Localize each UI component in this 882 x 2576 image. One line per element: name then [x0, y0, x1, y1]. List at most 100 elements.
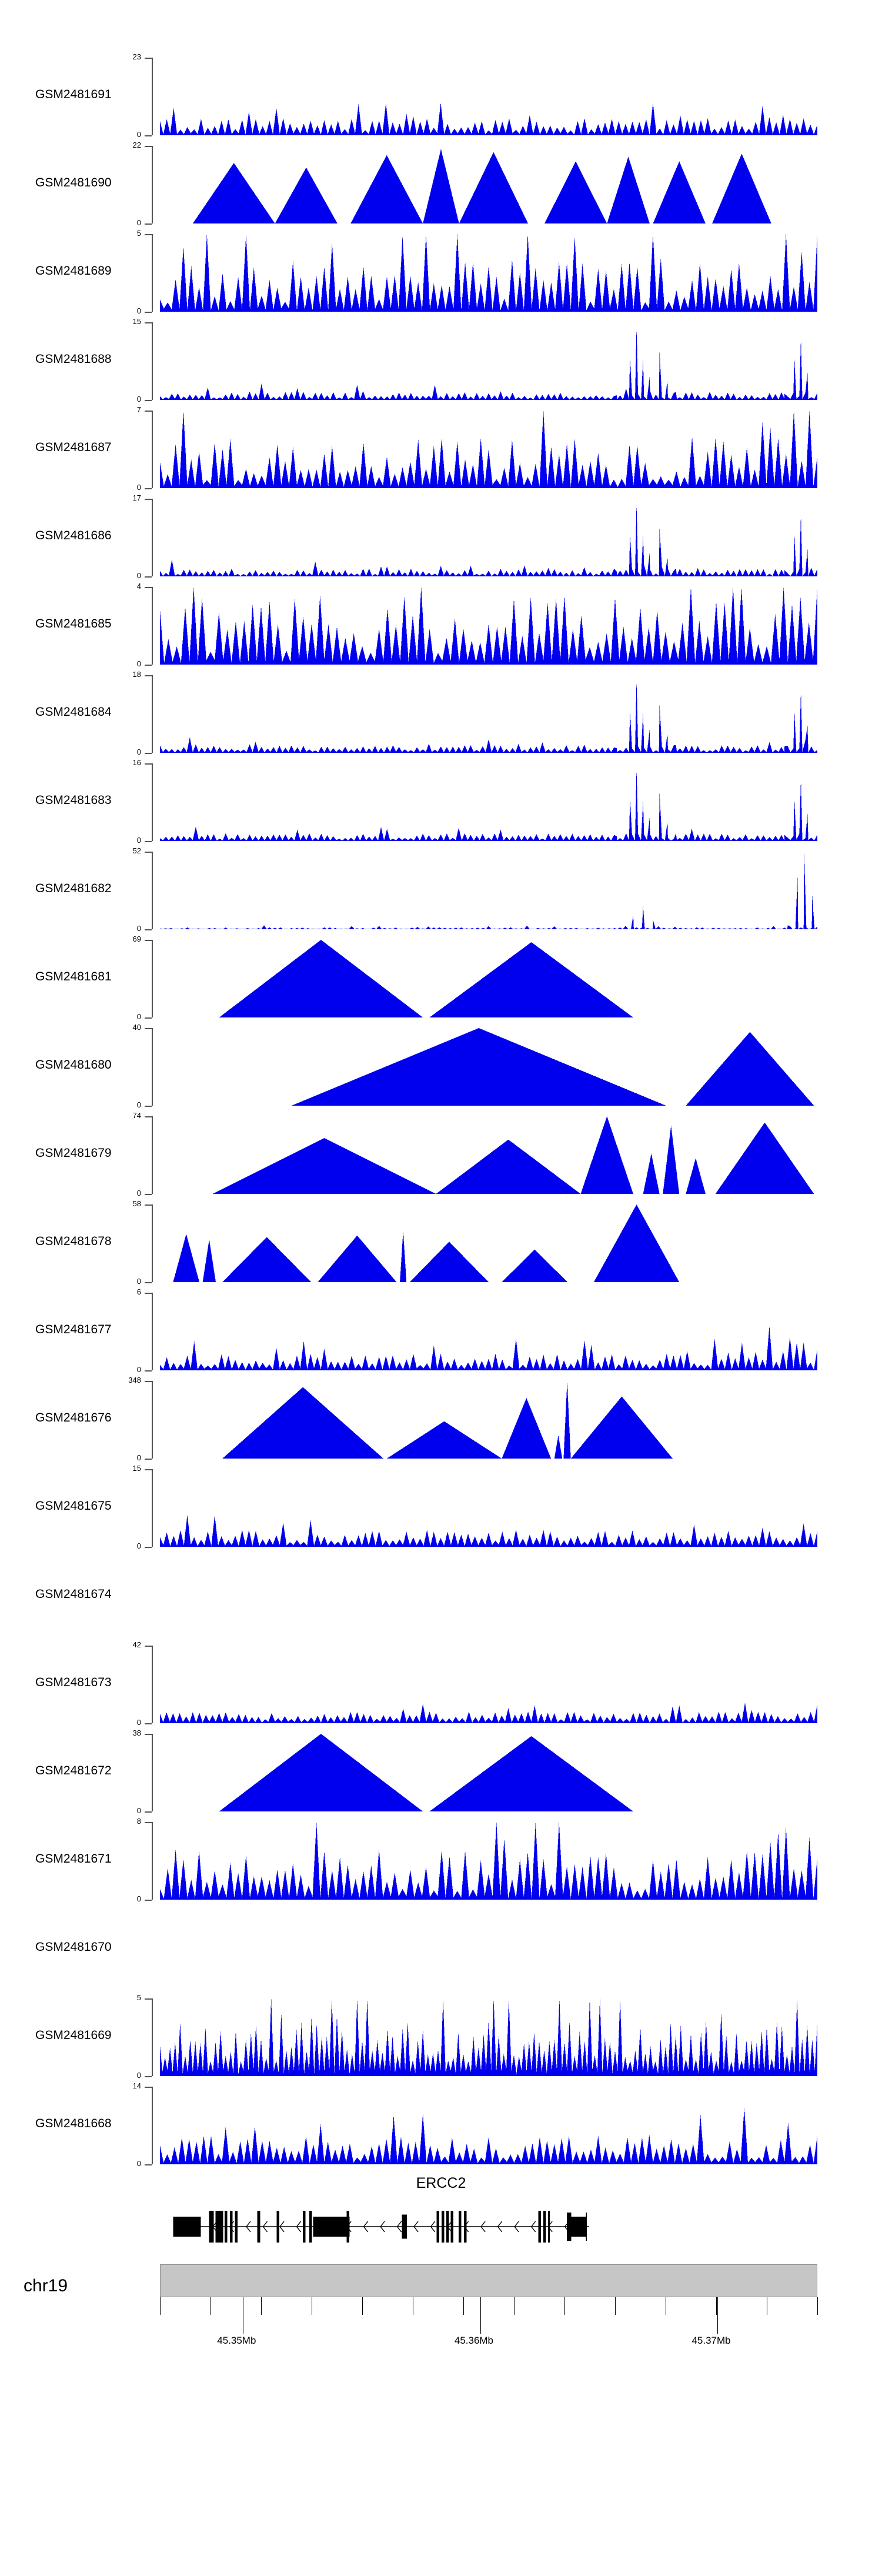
y-axis-min-label: 0 — [136, 1541, 141, 1550]
track-label: GSM2481682 — [35, 882, 112, 895]
y-axis-max-label: 5 — [136, 1993, 141, 2002]
y-axis-tick — [145, 929, 152, 930]
y-axis-max-label: 6 — [136, 1287, 141, 1296]
y-axis-tick — [145, 488, 152, 489]
coverage-track: GSM2481681 69 0 — [0, 934, 882, 1022]
y-axis-tick — [145, 1194, 152, 1195]
track-label: GSM2481686 — [35, 529, 112, 542]
y-axis-line — [152, 1469, 153, 1547]
axis-coordinate-label: 45.37Mb — [691, 2335, 731, 2346]
y-axis-line — [152, 234, 153, 312]
track-label: GSM2481674 — [35, 1587, 112, 1601]
y-axis-tick — [145, 234, 152, 235]
coverage-track: GSM2481687 7 0 — [0, 405, 882, 493]
y-axis-max-label: 17 — [132, 493, 141, 502]
track-label: GSM2481690 — [35, 176, 112, 189]
coverage-area — [160, 1646, 817, 1723]
coverage-area — [160, 322, 817, 400]
y-axis-max-label: 4 — [136, 582, 141, 590]
y-axis-max-label: 348 — [128, 1376, 141, 1384]
coverage-track: GSM2481671 8 0 — [0, 1816, 882, 1904]
track-label: GSM2481671 — [35, 1852, 112, 1866]
track-label: GSM2481687 — [35, 441, 112, 454]
y-axis-min-label: 0 — [136, 1189, 141, 1197]
y-axis-min-label: 0 — [136, 1277, 141, 1286]
coverage-track: GSM2481672 38 0 — [0, 1728, 882, 1816]
y-axis-min-label: 0 — [136, 1100, 141, 1109]
coverage-area — [160, 1028, 817, 1106]
chromosome-label: chr19 — [24, 2276, 68, 2295]
y-axis-tick — [145, 2076, 152, 2077]
y-axis-min-label: 0 — [136, 924, 141, 933]
y-axis-max-label: 52 — [132, 846, 141, 855]
y-axis-line — [152, 1381, 153, 1459]
y-axis-min-label: 0 — [136, 1894, 141, 1903]
coverage-area — [160, 940, 817, 1017]
y-axis-tick — [145, 2087, 152, 2088]
track-label: GSM2481691 — [35, 88, 112, 101]
coverage-area — [160, 1998, 817, 2076]
coverage-track: GSM2481678 58 0 — [0, 1199, 882, 1287]
coverage-track: GSM2481683 16 0 — [0, 758, 882, 846]
coverage-track: GSM2481673 42 0 — [0, 1640, 882, 1728]
y-axis-tick — [145, 1469, 152, 1470]
y-axis-min-label: 0 — [136, 395, 141, 403]
y-axis-max-label: 23 — [132, 52, 141, 61]
y-axis-line — [152, 852, 153, 929]
y-axis-tick — [145, 400, 152, 401]
y-axis-line — [152, 1998, 153, 2076]
y-axis-line — [152, 1204, 153, 1282]
y-axis-line — [152, 322, 153, 400]
y-axis-min-label: 0 — [136, 1806, 141, 1815]
coverage-area — [160, 1469, 817, 1547]
y-axis-tick — [145, 1017, 152, 1019]
coverage-area — [160, 1204, 817, 1282]
y-axis-min-label: 0 — [136, 218, 141, 227]
y-axis-tick — [145, 852, 152, 853]
track-label: GSM2481685 — [35, 617, 112, 630]
coverage-track: GSM2481677 6 0 — [0, 1287, 882, 1375]
y-axis-line — [152, 499, 153, 576]
coverage-area — [160, 1293, 817, 1370]
y-axis-min-label: 0 — [136, 130, 141, 139]
gene-model-track: ERCC2 — [0, 2175, 882, 2257]
y-axis-tick — [145, 1646, 152, 1647]
y-axis-tick — [145, 135, 152, 136]
axis-minor-tick — [463, 2297, 464, 2315]
y-axis-tick — [145, 411, 152, 412]
y-axis-line — [152, 675, 153, 753]
y-axis-max-label: 58 — [132, 1199, 141, 1208]
y-axis-min-label: 0 — [136, 748, 141, 756]
coverage-track: GSM2481686 17 0 — [0, 493, 882, 581]
coverage-area — [160, 411, 817, 488]
coverage-track: GSM2481684 18 0 — [0, 669, 882, 758]
y-axis-max-label: 18 — [132, 670, 141, 679]
y-axis-tick — [145, 1293, 152, 1294]
gene-name-label: ERCC2 — [416, 2175, 466, 2191]
axis-minor-tick — [160, 2297, 161, 2315]
coverage-track: GSM2481679 74 0 — [0, 1110, 882, 1199]
coverage-area — [160, 852, 817, 929]
y-axis-tick — [145, 1381, 152, 1382]
y-axis-max-label: 74 — [132, 1111, 141, 1120]
y-axis-tick — [145, 322, 152, 323]
chromosome-bar[interactable] — [160, 2264, 817, 2297]
axis-major-tick — [717, 2297, 719, 2334]
coverage-track: GSM2481682 52 0 — [0, 846, 882, 934]
y-axis-tick — [145, 223, 152, 225]
y-axis-tick — [145, 753, 152, 754]
y-axis-max-label: 15 — [132, 317, 141, 326]
y-axis-line — [152, 587, 153, 665]
track-label: GSM2481681 — [35, 970, 112, 983]
y-axis-line — [152, 2087, 153, 2164]
y-axis-tick — [145, 1204, 152, 1206]
axis-minor-tick — [615, 2297, 616, 2315]
y-axis-min-label: 0 — [136, 1365, 141, 1374]
y-axis-tick — [145, 1811, 152, 1813]
coverage-area — [160, 234, 817, 312]
coverage-track: GSM2481690 22 0 — [0, 140, 882, 228]
y-axis-line — [152, 58, 153, 135]
y-axis-tick — [145, 1900, 152, 1901]
axis-major-tick — [480, 2297, 481, 2334]
coverage-track: GSM2481685 4 0 — [0, 581, 882, 669]
